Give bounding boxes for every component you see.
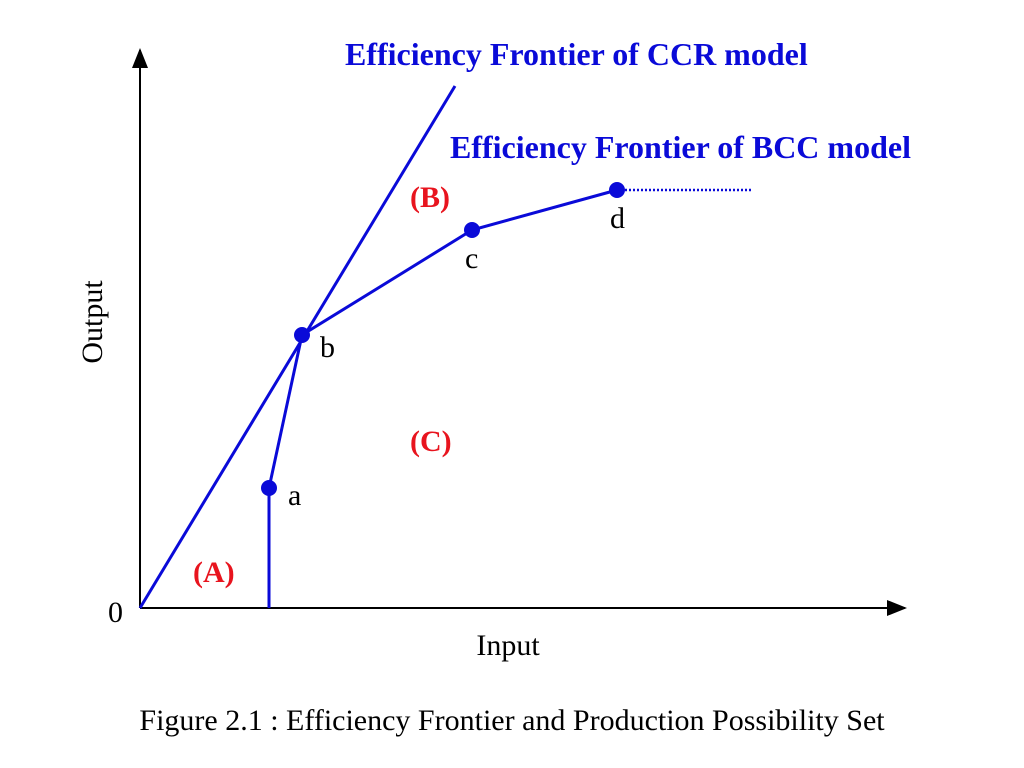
x-axis-label: Input [476, 629, 540, 662]
region-label: (B) [410, 181, 450, 214]
ccr-label: Efficiency Frontier of CCR model [345, 36, 808, 72]
point [464, 222, 480, 238]
point [261, 480, 277, 496]
bcc-label: Efficiency Frontier of BCC model [450, 129, 911, 165]
caption: Figure 2.1 : Efficiency Frontier and Pro… [139, 704, 885, 737]
ccr-frontier [138, 85, 457, 609]
region-label: (C) [410, 425, 452, 458]
point [294, 327, 310, 343]
point-label: b [320, 331, 335, 364]
point-label: c [465, 242, 478, 275]
origin-label: 0 [108, 596, 123, 629]
point-label: d [610, 202, 625, 235]
y-axis-label: Output [76, 280, 109, 364]
region-label: (A) [193, 556, 235, 589]
point [609, 182, 625, 198]
point-label: a [288, 479, 301, 512]
bcc-frontier [267, 188, 618, 608]
